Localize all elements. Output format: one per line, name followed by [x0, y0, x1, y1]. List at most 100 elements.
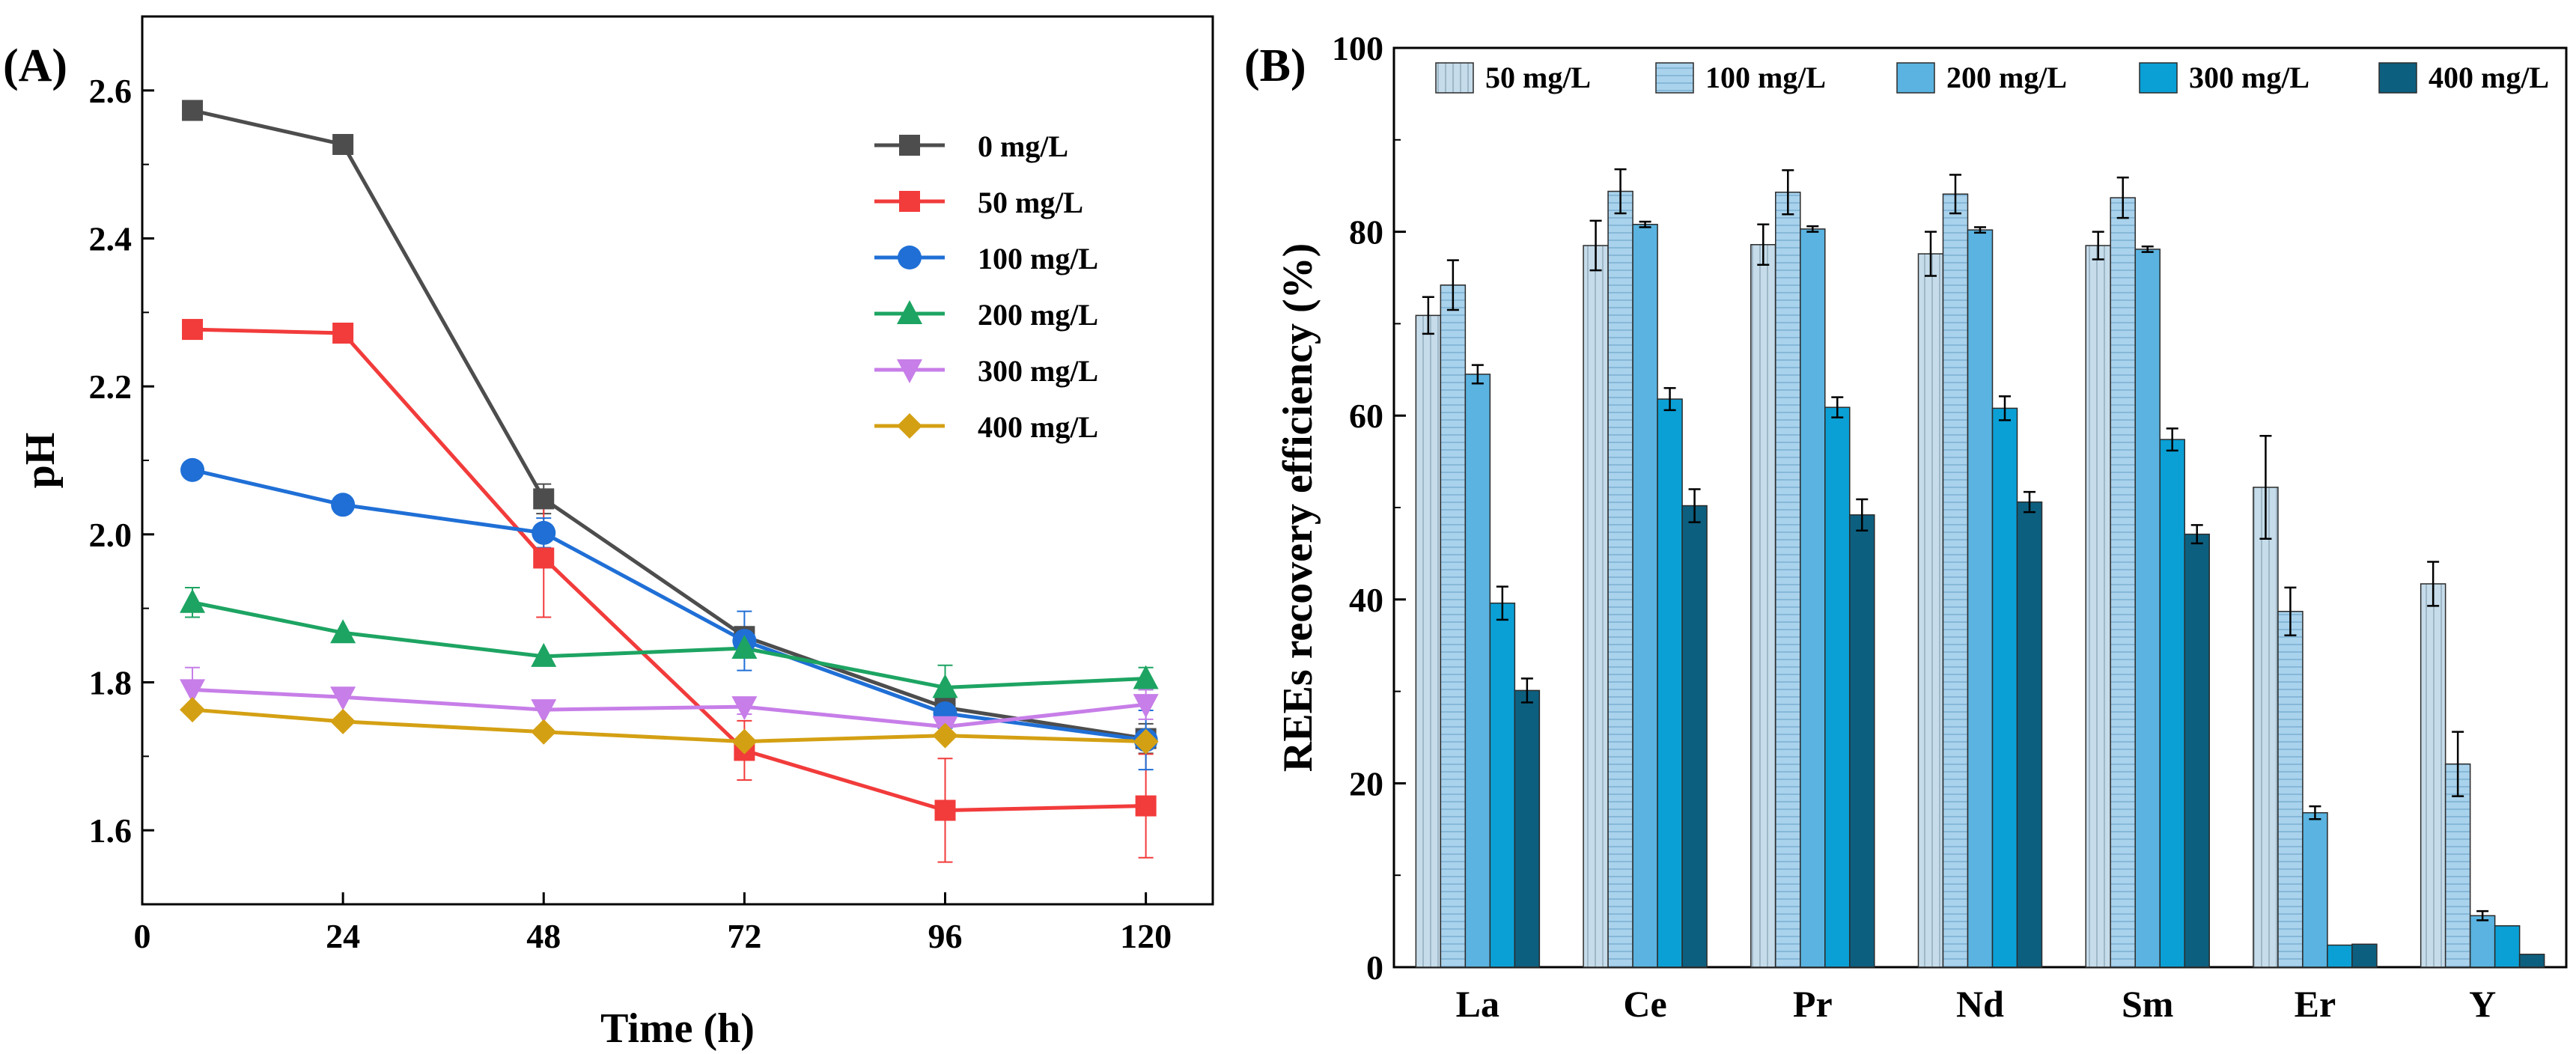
panel-a-point-0	[533, 488, 555, 510]
panel-b-bar	[1824, 406, 1851, 968]
panel-b-legend-swatch	[2139, 62, 2178, 94]
panel-b-bar	[1775, 192, 1801, 968]
panel-b-bar	[2444, 763, 2471, 968]
panel-a-y-tick-label: 1.8	[89, 664, 133, 702]
panel-b-bar	[2351, 943, 2378, 968]
panel-a-point-3	[731, 635, 758, 659]
panel-b-bar	[2253, 487, 2279, 968]
panel-b-bars	[1415, 190, 2545, 968]
panel-a-legend: 0 mg/L 50 mg/L 100 mg/L 200 mg/L 300 mg/L 400…	[874, 130, 1098, 444]
panel-a-legend-marker	[899, 135, 920, 156]
panel-a-point-3	[330, 619, 356, 644]
panel-b-bar	[2420, 583, 2446, 968]
panel-b-category-label: Ce	[1623, 983, 1666, 1025]
panel-a-point-4	[180, 679, 206, 704]
panel-a-y-axis-title: pH	[17, 433, 64, 489]
panel-a-legend-marker	[897, 359, 922, 383]
panel-b-legend-label: 50 mg/L	[1485, 61, 1591, 94]
panel-b-legend-swatch	[1896, 62, 1935, 94]
panel-a-legend-marker	[897, 413, 922, 439]
panel-b-bar	[1991, 407, 2018, 968]
panel-a-legend-marker	[898, 246, 922, 269]
panel-b-y-tick-label: 40	[1349, 581, 1383, 619]
panel-b-bar	[1681, 505, 1708, 968]
panel-b-legend-swatch	[1655, 62, 1694, 94]
panel-b-label: (B)	[1244, 40, 1306, 91]
panel-b-bar	[2085, 245, 2111, 968]
panel-b-legend-label: 200 mg/L	[1946, 61, 2067, 94]
panel-a-point-3	[932, 674, 958, 698]
panel-b-bar	[2184, 533, 2210, 968]
panel-b-y-axis-title: REEs recovery efficiency (%)	[1275, 243, 1321, 772]
panel-a-point-3	[531, 642, 557, 667]
panel-a-series-lines	[192, 109, 1147, 812]
panel-a-point-4	[1133, 694, 1159, 719]
panel-b-bar	[1967, 229, 1994, 968]
panel-b-bar-chart: (B) 0 20 40 60 80 100 La Ce Pr Nd Sm Er Y 50 mg/L 100…	[1244, 29, 2568, 1025]
panel-a-legend-label: 100 mg/L	[978, 242, 1098, 275]
panel-a-point-4	[731, 696, 758, 721]
panel-b-bar	[1942, 193, 1969, 968]
panel-a-point-2	[331, 493, 356, 517]
panel-a-y-tick-label: 2.6	[89, 72, 133, 110]
panel-a-x-tick-label: 72	[727, 917, 761, 955]
panel-b-legend-swatch	[1435, 62, 1474, 94]
panel-b-bar	[1489, 602, 1516, 968]
panel-a-point-5	[180, 697, 206, 723]
panel-b-bar	[1415, 314, 1442, 968]
panel-b-bar	[2327, 944, 2353, 968]
panel-a-point-3	[180, 588, 206, 613]
panel-a-y-tick-label: 2.2	[89, 368, 133, 406]
panel-b-legend-label: 100 mg/L	[1705, 61, 1826, 94]
panel-a-ticks: 0 24 48 72 96 120 1.6 1.8 2.0 2.2 2.4 2.6	[89, 72, 1172, 955]
panel-b-bar	[1607, 190, 1633, 968]
panel-b-y-tick-label: 100	[1332, 29, 1383, 67]
panel-a-point-3	[1133, 665, 1159, 689]
panel-a-point-1	[934, 799, 956, 821]
panel-b-category-label: Pr	[1793, 983, 1833, 1025]
panel-b-bar	[1583, 245, 1609, 968]
panel-b-bar	[2518, 954, 2545, 968]
panel-b-bar	[2016, 501, 2043, 968]
panel-a-y-tick-label: 2.4	[89, 220, 133, 258]
panel-b-bar	[1750, 244, 1776, 968]
panel-b-bar	[2134, 249, 2161, 968]
panel-a-series-line-2	[192, 468, 1146, 743]
panel-a-series-line-3	[192, 600, 1146, 689]
panel-a-legend-label: 200 mg/L	[978, 298, 1098, 332]
panel-b-bar	[2110, 197, 2136, 968]
panel-a-x-tick-label: 0	[134, 917, 151, 955]
panel-b-bar	[1440, 284, 1467, 968]
panel-b-bar	[1632, 224, 1658, 968]
panel-b-y-tick-label: 0	[1366, 948, 1383, 987]
panel-b-bar	[1514, 689, 1541, 968]
panel-b-bar	[1917, 253, 1944, 968]
panel-a-legend-marker	[897, 300, 922, 324]
panel-a-legend-label: 300 mg/L	[978, 354, 1098, 388]
panel-b-category-label: Sm	[2122, 983, 2173, 1025]
panel-a-point-1	[332, 323, 354, 344]
panel-a-x-axis-title: Time (h)	[600, 1005, 755, 1052]
panel-a-point-0	[182, 100, 204, 121]
panel-a-legend-label: 400 mg/L	[978, 410, 1098, 444]
panel-b-category-label: Er	[2295, 983, 2336, 1025]
panel-b-category-label: Nd	[1956, 983, 2004, 1025]
panel-a-x-tick-label: 24	[326, 917, 360, 955]
panel-a-point-0	[332, 133, 354, 155]
panel-a-y-tick-label: 1.6	[89, 811, 133, 850]
panel-b-bar	[1464, 374, 1491, 968]
panel-a-point-2	[180, 457, 205, 482]
panel-b-y-tick-label: 60	[1349, 397, 1383, 435]
panel-b-legend-label: 400 mg/L	[2429, 61, 2549, 94]
panel-b-category-label: La	[1456, 983, 1499, 1025]
panel-b-error-bars	[1422, 168, 2489, 922]
panel-b-bar	[1800, 228, 1826, 968]
panel-b-bar	[2469, 915, 2496, 968]
panel-a-x-tick-label: 120	[1120, 917, 1172, 955]
panel-a-point-5	[531, 719, 557, 745]
panel-a-line-chart: (A) 0 24 48 72 96 120 1.6 1.8 2.0 2.2 2.4 2.6 0 mg/…	[3, 15, 1214, 1052]
panel-b-bar	[1657, 398, 1683, 968]
panel-b-legend-label: 300 mg/L	[2189, 61, 2309, 94]
panel-a-point-5	[330, 708, 356, 734]
